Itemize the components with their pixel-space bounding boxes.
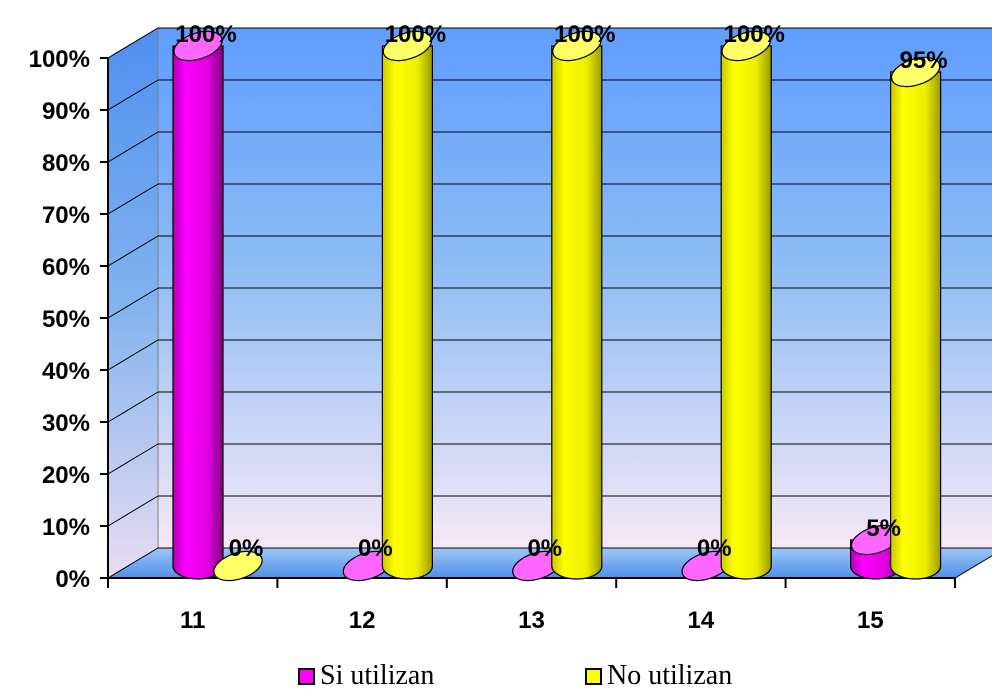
bar [213,550,263,582]
bar-top [552,30,602,62]
data-label: 5% [866,515,901,542]
data-label: 100% [724,21,785,48]
axis: 0% 10% 20% 30% 40% 50% 60% 70% 80% 90% 100% 11 12 13 1… [29,46,956,634]
legend: Si utilizan No utilizan [0,660,992,696]
bar-body [172,45,224,580]
y-tick-label: 0% [55,566,90,593]
bar-body [381,45,433,580]
y-tick-label: 100% [29,46,90,73]
data-label: 0% [697,535,732,562]
gridline-side [107,79,159,111]
gridline-side [107,27,159,59]
y-tick-label: 40% [42,358,90,385]
x-category-label: 12 [349,607,376,634]
y-tick-label: 10% [42,514,90,541]
x-category-label: 15 [857,607,884,634]
data-label: 100% [385,21,446,48]
gridline-side [107,183,159,215]
bars [172,30,942,582]
legend-label-no-utilizan: No utilizan [607,660,733,691]
gridline-side [107,235,159,267]
legend-item-si-utilizan: Si utilizan [298,660,434,692]
x-category-label: 14 [688,607,715,634]
y-tick-label: 50% [42,306,90,333]
legend-swatch-no-utilizan [585,667,602,685]
gridline-side [107,391,159,423]
bar-body [720,45,772,580]
bar-top [890,56,941,88]
data-label: 0% [229,535,264,562]
bar [720,30,772,580]
y-tick-label: 70% [42,202,90,229]
y-tick-label: 30% [42,410,90,437]
data-label: 0% [358,535,393,562]
gridline-side [107,131,159,163]
bar-body [890,71,942,580]
data-label: 100% [554,21,615,48]
bar-top [382,30,433,62]
bar-top [213,550,263,582]
y-tick-label: 80% [42,150,90,177]
bar-top [173,30,223,62]
bar [381,30,433,580]
y-tick-label: 90% [42,98,90,125]
data-label: 95% [900,47,948,74]
gridline-side [107,443,159,475]
legend-swatch-si-utilizan [298,667,315,685]
bar [551,30,603,580]
y-tick-label: 20% [42,462,90,489]
bar [890,56,942,580]
gridline-side [107,495,159,527]
bar-body [551,45,603,580]
y-tick-label: 60% [42,254,90,281]
gridline-side [107,339,159,371]
bar [172,30,224,580]
x-category-label: 13 [518,607,545,634]
data-label: 0% [527,535,562,562]
gridline-side [107,287,159,319]
data-labels: 100% 0% 0% 100% 0% 100% 0% 100% 5% 95% [175,21,947,562]
bar-top [721,30,771,62]
legend-item-no-utilizan: No utilizan [585,660,732,692]
data-label: 100% [175,21,236,48]
x-category-label: 11 [180,607,205,634]
legend-label-si-utilizan: Si utilizan [320,660,435,691]
